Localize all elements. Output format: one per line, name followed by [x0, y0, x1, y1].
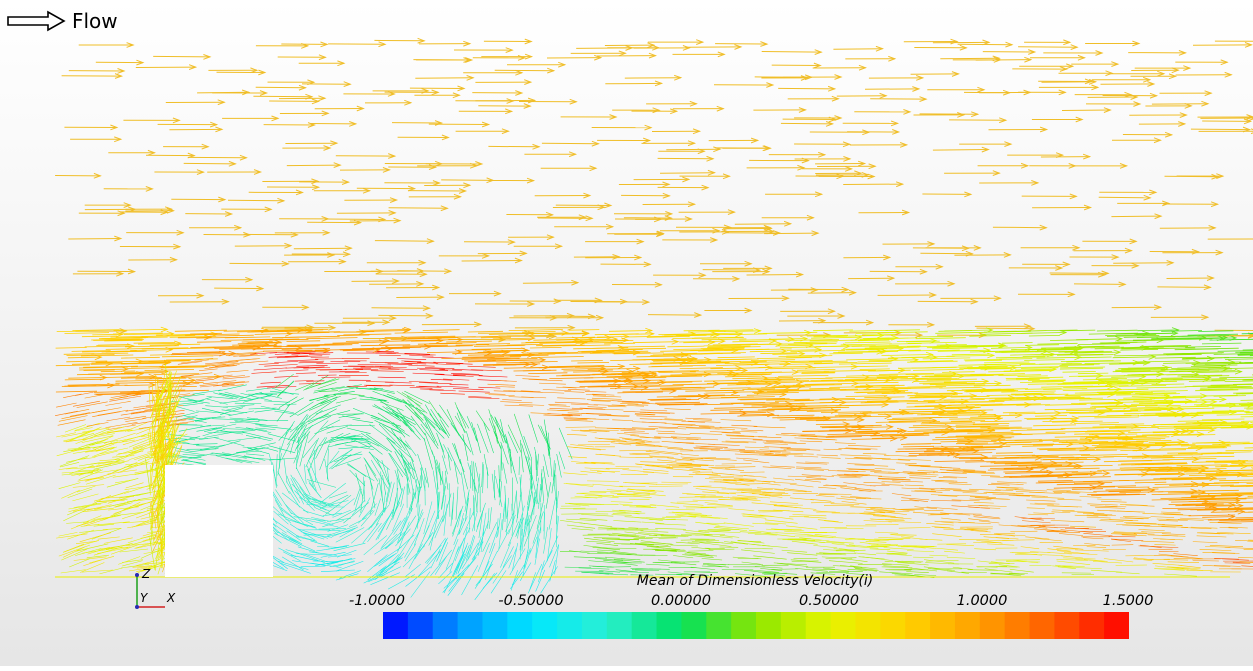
colorbar-band	[1079, 612, 1104, 639]
velocity-vector	[660, 173, 715, 174]
velocity-vector	[666, 149, 720, 150]
velocity-vector	[762, 52, 822, 53]
colorbar-band	[806, 612, 831, 639]
colorbar-band	[532, 612, 557, 639]
colorbar-band	[507, 612, 532, 639]
velocity-vector	[933, 150, 989, 151]
velocity-vector	[976, 60, 1031, 61]
velocity-vector	[375, 241, 434, 242]
colorbar-band	[880, 612, 905, 639]
colorbar-band	[1030, 612, 1055, 639]
velocity-vector	[1074, 284, 1125, 285]
velocity-vector	[1167, 278, 1214, 279]
velocity-vector	[495, 70, 554, 71]
legend-tick: 1.0000	[957, 593, 1008, 609]
velocity-vector	[1062, 110, 1110, 111]
colorbar-band	[482, 612, 507, 639]
colorbar-band	[681, 612, 706, 639]
colorbar-band	[657, 612, 682, 639]
colorbar-band	[980, 612, 1005, 639]
velocity-vector	[214, 288, 263, 289]
flow-label-text: Flow	[72, 9, 118, 33]
colorbar-band	[408, 612, 433, 639]
velocity-vector	[441, 180, 493, 181]
velocity-vector	[703, 270, 760, 271]
colorbar-band	[955, 612, 980, 639]
colorbar-band	[1104, 612, 1129, 639]
colorbar-band	[706, 612, 731, 639]
velocity-vector	[715, 44, 767, 45]
colorbar-band	[756, 612, 781, 639]
velocity-vector	[197, 92, 249, 93]
colorbar-band	[383, 612, 408, 639]
velocity-vector	[1111, 216, 1161, 217]
velocity-vector	[808, 293, 856, 294]
velocity-vector	[462, 261, 522, 262]
velocity-vector	[781, 123, 833, 124]
colorbar-band	[557, 612, 582, 639]
velocity-vector	[1099, 197, 1151, 198]
colorbar-band	[905, 612, 930, 639]
color-legend-bar	[383, 612, 1129, 639]
velocity-vector	[542, 143, 599, 144]
velocity-vector	[993, 227, 1046, 228]
flow-direction-label: Flow	[6, 6, 118, 36]
velocity-vector	[325, 219, 385, 220]
colorbar-band	[582, 612, 607, 639]
velocity-vector	[389, 208, 448, 209]
axis-x-label: X	[166, 591, 176, 605]
colorbar-band	[433, 612, 458, 639]
velocity-vector	[294, 248, 352, 249]
colorbar-band	[632, 612, 657, 639]
legend-tick: -0.50000	[498, 593, 563, 609]
velocity-vector	[153, 56, 210, 57]
colorbar-band	[607, 612, 632, 639]
velocity-vector	[523, 283, 578, 284]
velocity-vector	[920, 253, 972, 254]
velocity-vector	[184, 163, 236, 164]
velocity-vector	[747, 275, 803, 276]
velocity-vector	[378, 315, 432, 316]
velocity-vector	[397, 271, 451, 272]
velocity-vector	[415, 78, 473, 79]
velocity-vector	[1191, 129, 1250, 130]
colorbar-band	[731, 612, 756, 639]
velocity-vector	[287, 165, 341, 166]
velocity-vector	[648, 315, 701, 316]
velocity-vector	[977, 328, 1035, 329]
colorbar-band	[1005, 612, 1030, 639]
velocity-vector	[958, 44, 1012, 45]
colorbar-band	[855, 612, 880, 639]
legend-tick: 1.5000	[1103, 593, 1154, 609]
velocity-vector	[68, 239, 121, 240]
flow-arrow-icon	[6, 9, 68, 33]
legend-tick: 0.00000	[651, 593, 711, 609]
obstacle-block	[165, 465, 273, 577]
colorbar-band	[1054, 612, 1079, 639]
colorbar-band	[781, 612, 806, 639]
legend-tick: 0.50000	[799, 593, 859, 609]
velocity-vector	[1157, 287, 1210, 288]
legend-title: Mean of Dimensionless Velocity(i)	[0, 573, 1253, 589]
colorbar-band	[458, 612, 483, 639]
velocity-vector	[778, 88, 835, 89]
velocity-vector	[833, 49, 882, 50]
legend-tick: -1.0000	[349, 593, 405, 609]
velocity-vector	[228, 200, 284, 201]
colorbar-band	[930, 612, 955, 639]
colorbar-band	[831, 612, 856, 639]
